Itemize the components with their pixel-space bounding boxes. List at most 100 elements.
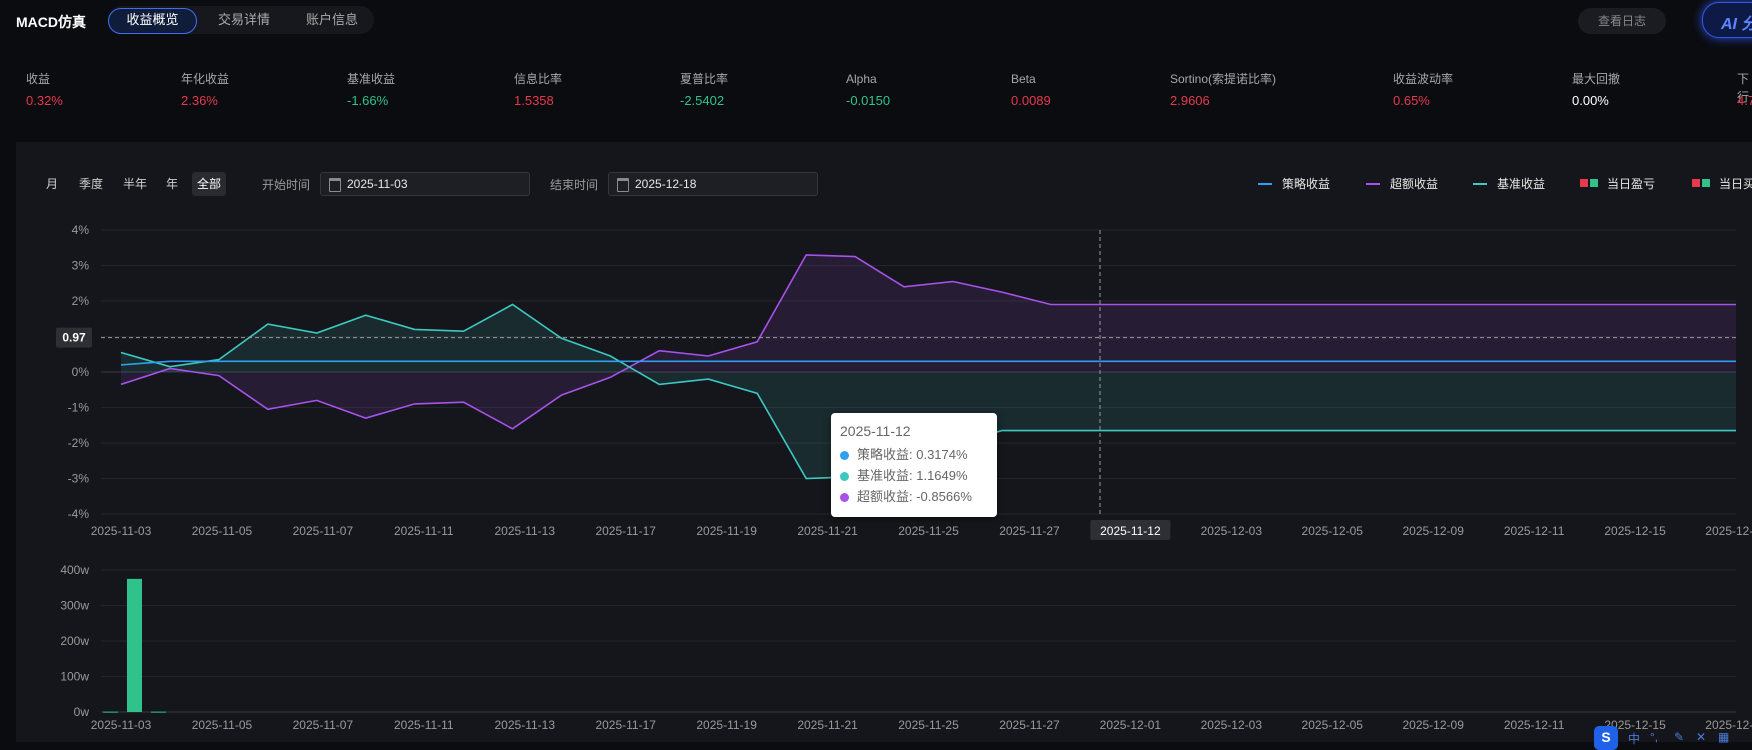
tooltip-row-benchmark: 基准收益: 1.1649%	[840, 468, 968, 484]
x-tick-label: 2025-12-17	[1705, 718, 1752, 732]
bar	[127, 578, 142, 712]
legend-label: 超额收益	[1390, 177, 1439, 191]
metric-value: -1.66%	[347, 93, 389, 108]
start-date-input[interactable]: 2025-11-03	[320, 172, 530, 196]
ai-button[interactable]: AI 分	[1702, 2, 1752, 38]
start-date-value: 2025-11-03	[347, 177, 408, 191]
ime-logo-icon[interactable]: S	[1594, 726, 1618, 750]
x-tick-label: 2025-11-13	[495, 718, 556, 732]
tab-trade-details[interactable]: 交易详情	[217, 12, 270, 27]
metric-label: Sortino(索提诺比率)	[1170, 72, 1277, 86]
metric-label: Beta	[1011, 72, 1036, 86]
metric-label: 信息比率	[514, 72, 563, 86]
metric-volatility: 收益波动率 0.65%	[1393, 70, 1453, 110]
x-tick-label: 2025-11-11	[394, 524, 454, 538]
metric-downside: 下行 4.7	[1737, 70, 1752, 110]
metric-label: 下行	[1737, 72, 1750, 104]
legend-square-icon	[1590, 179, 1598, 187]
x-tick-label: 2025-11-19	[696, 524, 757, 538]
x-tick-label: 2025-11-19	[696, 718, 757, 732]
legend-line-icon	[1473, 183, 1487, 185]
bar	[151, 711, 166, 713]
bar	[103, 711, 118, 713]
daily-buy-bar-chart[interactable]: 0w 100w 200w 300w 400w 2025-11-03 2025-11-05 20…	[0, 555, 1752, 742]
x-tick-label: 2025-11-21	[797, 524, 858, 538]
metrics-row: 收益 0.32% 年化收益 2.36% 基准收益 -1.66% 信息比率 1.5…	[0, 70, 1752, 118]
metric-alpha: Alpha -0.0150	[846, 70, 890, 110]
x-tick-label: 2025-12-03	[1201, 718, 1263, 732]
x-tick-label: 2025-11-03	[91, 524, 152, 538]
calendar-icon	[617, 178, 629, 192]
return-line-chart[interactable]: -4%-3%-2%-1%0%1%2%3%4%0.972025-11-032025…	[0, 220, 1752, 540]
y-tick-label: 0%	[72, 365, 90, 379]
period-all[interactable]: 全部	[192, 172, 226, 196]
x-tick-label: 2025-11-05	[192, 524, 253, 538]
y-tick-label: 300w	[60, 599, 89, 613]
crosshair-x-label: 2025-11-12	[1100, 524, 1161, 538]
y-tick-label: 400w	[60, 563, 89, 577]
x-tick-label: 2025-11-07	[293, 718, 354, 732]
metric-value: 0.0089	[1011, 93, 1051, 108]
x-tick-label: 2025-11-05	[192, 718, 253, 732]
metric-sortino-ratio: Sortino(索提诺比率) 2.9606	[1170, 70, 1276, 110]
y-tick-label: 200w	[60, 634, 89, 648]
tooltip-date: 2025-11-12	[840, 423, 911, 439]
tooltip-dot-icon	[840, 493, 849, 502]
x-tick-label: 2025-12-11	[1504, 718, 1565, 732]
view-log-button[interactable]: 查看日志	[1578, 8, 1666, 34]
metric-value: 0.65%	[1393, 93, 1430, 108]
period-half-year[interactable]: 半年	[122, 177, 147, 191]
end-time-label: 结束时间	[550, 178, 599, 192]
period-quarter[interactable]: 季度	[78, 177, 103, 191]
crosshair-x-label-bg	[1090, 520, 1171, 540]
ai-button-label: AI 分	[1721, 16, 1752, 33]
x-tick-label: 2025-12-15	[1604, 718, 1666, 732]
metric-information-ratio: 信息比率 1.5358	[514, 70, 562, 110]
metric-label: 基准收益	[347, 72, 396, 86]
metric-value: 0.00%	[1572, 93, 1609, 108]
x-tick-label: 2025-11-07	[293, 524, 354, 538]
metric-annual-return: 年化收益 2.36%	[181, 70, 229, 110]
series-area	[121, 254, 1736, 429]
start-time-label: 开始时间	[262, 178, 311, 192]
y-tick-label: 100w	[60, 670, 89, 684]
metric-sharpe-ratio: 夏普比率 -2.5402	[680, 70, 728, 110]
legend-label: 策略收益	[1282, 177, 1331, 191]
x-tick-label: 2025-11-25	[898, 524, 959, 538]
tab-bar: 收益概览 交易详情 账户信息	[108, 6, 374, 34]
tab-overview[interactable]: 收益概览	[108, 8, 197, 34]
metric-value: 2.9606	[1170, 93, 1210, 108]
ime-tools-icon[interactable]: ✕	[1696, 730, 1707, 744]
ime-toolbar[interactable]: S 中 °, ✎ ✕ ▦	[1594, 726, 1752, 750]
period-year[interactable]: 年	[165, 177, 178, 191]
y-tick-label: 0w	[74, 705, 90, 719]
x-tick-label: 2025-11-13	[495, 524, 556, 538]
tab-account-info[interactable]: 账户信息	[305, 12, 358, 27]
series-line	[120, 360, 1736, 366]
ime-chinese-icon[interactable]: 中	[1628, 732, 1641, 746]
x-tick-label: 2025-12-17	[1705, 524, 1752, 538]
legend-line-icon	[1366, 183, 1380, 185]
period-month[interactable]: 月	[45, 177, 58, 191]
x-tick-label: 2025-12-09	[1402, 718, 1464, 732]
x-tick-label: 2025-12-01	[1100, 718, 1162, 732]
legend-square-icon	[1702, 179, 1710, 187]
tooltip-row-label: 超额收益: -0.8566%	[857, 489, 972, 504]
tooltip-row-label: 基准收益: 1.1649%	[857, 468, 968, 483]
y-tick-label: 4%	[72, 223, 90, 237]
metric-label: 夏普比率	[680, 72, 729, 86]
calendar-icon	[329, 178, 341, 192]
end-date-input[interactable]: 2025-12-18	[608, 172, 818, 196]
ime-punctuation-icon[interactable]: °,	[1650, 730, 1659, 744]
x-tick-label: 2025-11-17	[595, 718, 656, 732]
metric-value: 1.5358	[514, 93, 554, 108]
metric-return: 收益 0.32%	[26, 70, 63, 110]
metric-label: Alpha	[846, 72, 877, 86]
tooltip-row-strategy: 策略收益: 0.3174%	[840, 447, 968, 463]
ime-pen-icon[interactable]: ✎	[1674, 730, 1685, 744]
y-tick-label: 3%	[72, 259, 90, 273]
x-tick-label: 2025-12-11	[1504, 524, 1565, 538]
ime-grid-icon[interactable]: ▦	[1718, 730, 1730, 744]
y-tick-label: -4%	[68, 507, 90, 521]
legend-label: 基准收益	[1497, 177, 1546, 191]
